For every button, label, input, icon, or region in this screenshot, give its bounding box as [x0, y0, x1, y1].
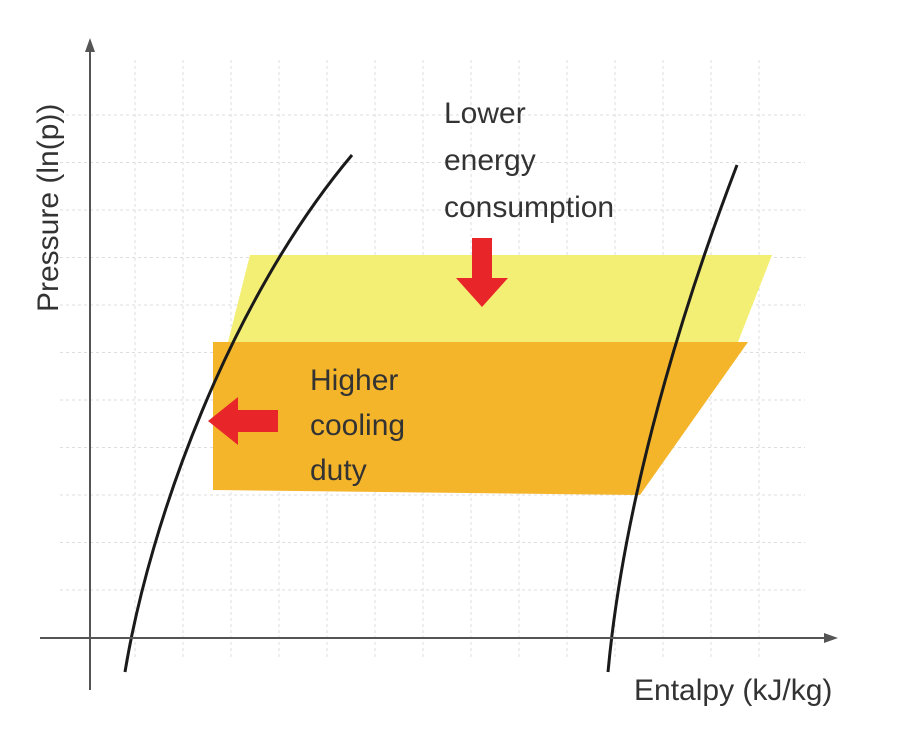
- annotation-lower-energy-2: energy: [444, 144, 536, 177]
- annotation-lower-energy-3: consumption: [444, 191, 614, 224]
- annotation-higher-cooling-2: cooling: [310, 409, 405, 442]
- saturated-liquid-curve: [123, 154, 354, 673]
- y-axis-arrow: [85, 38, 95, 52]
- annotation-higher-cooling-3: duty: [310, 454, 367, 487]
- lower-cycle-region: [213, 342, 748, 495]
- left-arrow-icon: [208, 397, 278, 445]
- y-axis-label: Pressure (ln(p)): [32, 104, 65, 312]
- annotation-higher-cooling-1: Higher: [310, 364, 398, 397]
- x-axis-arrow: [824, 633, 838, 643]
- annotation-lower-energy-1: Lower: [444, 97, 526, 130]
- upper-cycle-region: [228, 255, 772, 342]
- x-axis-label: Entalpy (kJ/kg): [634, 674, 832, 707]
- saturated-vapor-curve: [606, 164, 739, 673]
- down-arrow-icon: [456, 238, 508, 307]
